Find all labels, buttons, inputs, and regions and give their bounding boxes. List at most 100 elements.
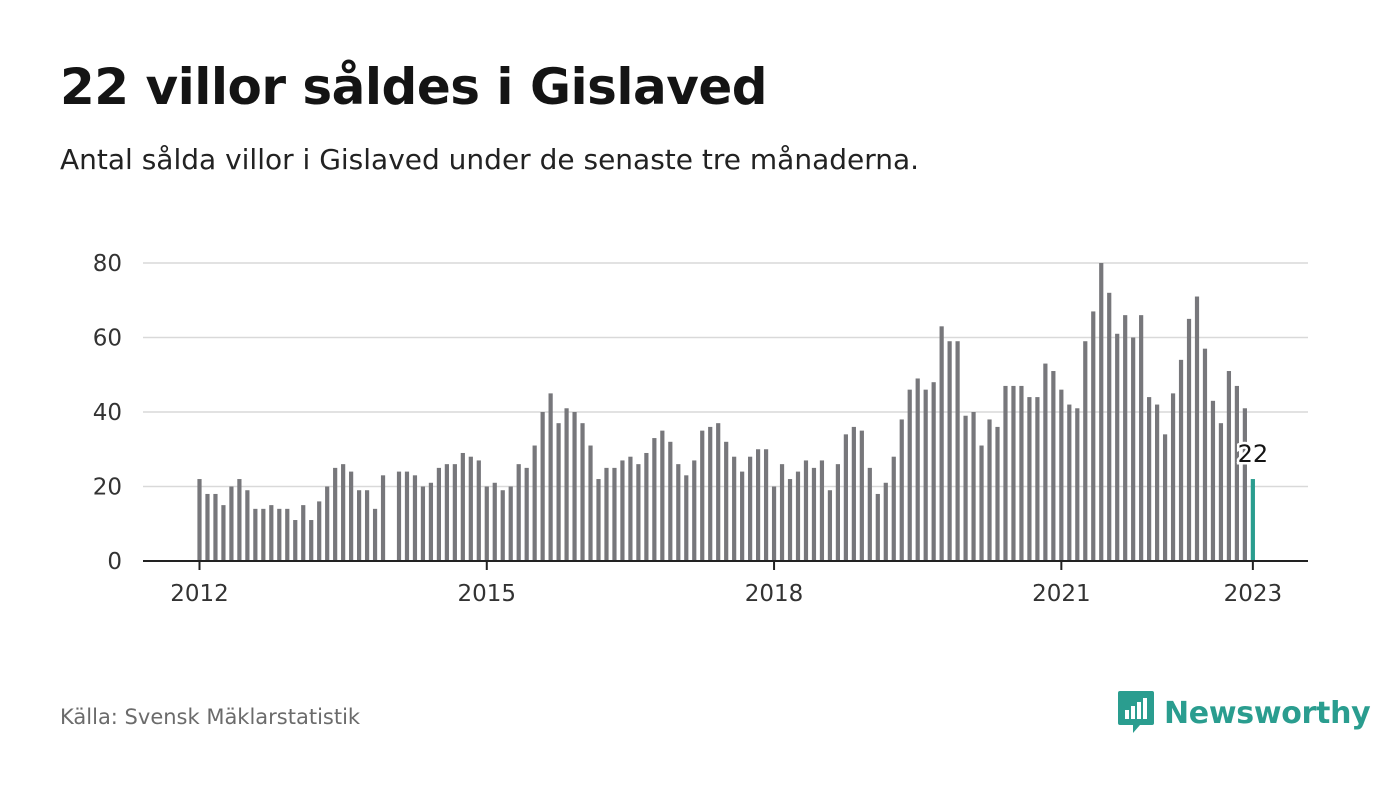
bar [1162,434,1168,561]
bar [1234,385,1239,561]
bar [835,464,840,561]
bar [1003,385,1008,561]
bar-chart: 0 20 40 60 80 2012 2015 2018 2021 2023 22 [93,251,1308,607]
bar [867,467,872,561]
bar [428,482,434,561]
bar [955,341,960,561]
x-tick-label: 2021 [1032,581,1091,607]
bar [1139,315,1144,561]
bar [915,378,920,561]
bar [492,482,497,561]
bar [532,445,537,561]
bar [1218,423,1224,561]
bar [197,479,202,561]
bar [660,430,665,561]
bar [644,452,649,561]
bar [285,508,290,561]
bar [1226,371,1232,561]
bar [261,508,266,561]
bar [875,493,880,561]
bar [524,467,529,561]
bar [580,423,585,561]
bar [827,490,833,561]
bar [460,452,465,561]
y-tick-label: 40 [93,400,122,426]
bar [987,419,992,561]
bar [325,486,330,561]
y-tick-label: 80 [93,251,122,277]
x-tick-label: 2012 [170,581,229,607]
bar [277,508,282,561]
bar [668,441,673,561]
bar [540,412,545,561]
bar [1242,408,1247,561]
bar [716,423,721,561]
source-note: Källa: Svensk Mäklarstatistik [60,705,361,729]
bar [819,460,825,561]
bar [795,471,801,561]
bar [364,490,370,561]
bar [1067,404,1072,561]
bar [245,490,250,561]
bar [301,505,306,561]
bar [221,505,226,561]
bar [404,471,410,561]
bar [1083,341,1088,561]
bar [947,341,952,561]
bar [811,467,817,561]
bar [556,423,561,561]
bar-chart-speech-bubble-icon [1118,691,1154,733]
bar [692,460,697,561]
bar [851,426,856,561]
bar [564,408,569,561]
bar [341,464,346,561]
bar [883,482,888,561]
bar [420,486,426,561]
bar [253,508,258,561]
bar [612,467,617,561]
bar [620,460,625,561]
bar [1170,393,1176,561]
bar [1123,315,1128,561]
bar [931,382,936,561]
bar [939,326,944,561]
bar [1091,311,1096,561]
bar [1043,363,1048,561]
bar [636,464,641,561]
bar [732,456,737,561]
bar [995,426,1000,561]
bar [1186,318,1192,561]
x-tick-label: 2023 [1224,581,1283,607]
bar [1194,296,1200,561]
bar [444,464,449,561]
bar [756,449,761,561]
bar [229,486,234,561]
bar [1147,397,1152,561]
bar [1019,385,1024,561]
x-tick-label: 2015 [458,581,517,607]
chart-title: 22 villor såldes i Gislaved [60,58,768,116]
bar [708,426,713,561]
bar [979,445,984,561]
bar [803,460,809,561]
bar [724,441,729,561]
bar [548,393,553,561]
bar [1027,397,1032,561]
bar [859,430,864,561]
bar [452,464,457,561]
bar [357,490,362,561]
newsworthy-logo[interactable]: Newsworthy [1118,690,1371,736]
bar [333,467,338,561]
bar [572,412,577,561]
bar [309,520,314,561]
bar [1178,359,1184,561]
bar [843,434,848,561]
bar [484,486,489,561]
bar [1131,337,1136,561]
bar [1059,389,1064,561]
bar [500,490,505,561]
bar [676,464,681,561]
bar [237,479,242,561]
chart-subtitle: Antal sålda villor i Gislaved under de s… [60,143,920,176]
bar [684,475,689,561]
